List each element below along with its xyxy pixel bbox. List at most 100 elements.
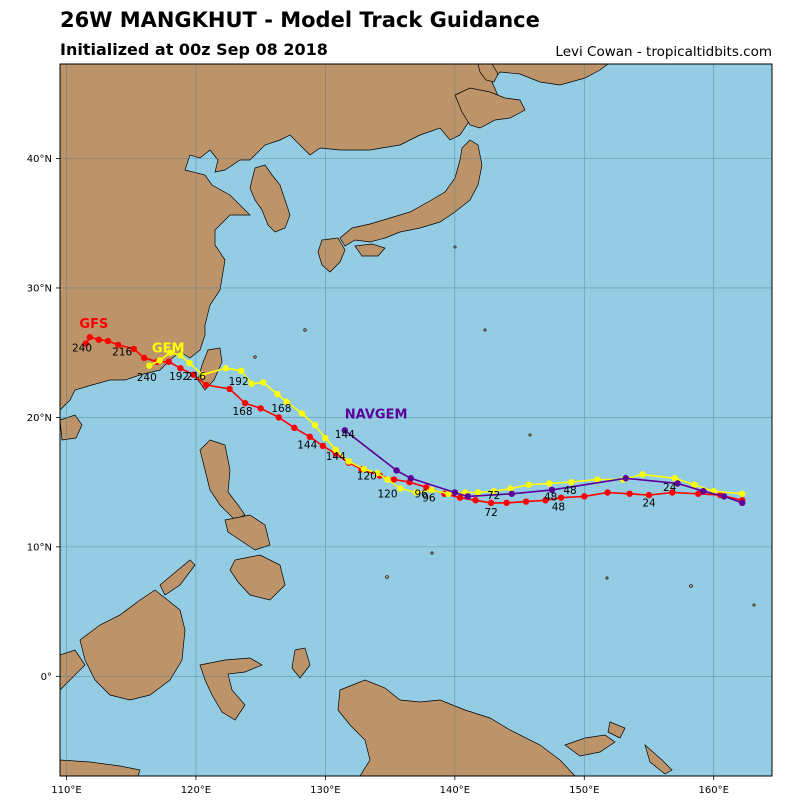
x-tick-label: 130°E — [310, 785, 340, 796]
japan-kyushu — [317, 237, 346, 273]
new-ireland — [607, 721, 626, 739]
palawan — [159, 559, 196, 596]
gem-track-point — [298, 410, 306, 417]
gem-track-point — [671, 475, 679, 482]
gem-track-point — [739, 490, 746, 497]
gfs-track-point — [626, 490, 633, 497]
gfs-track-point — [604, 489, 611, 496]
gem-track-point — [594, 476, 601, 483]
island-dot — [605, 576, 609, 580]
gfs-track-point — [104, 337, 112, 345]
gem-track-point — [156, 357, 163, 364]
gem-track-point — [546, 480, 553, 487]
forecast-hour-label: 24 — [663, 482, 677, 494]
x-tick-label: 150°E — [569, 785, 599, 796]
navgem-track-point — [508, 490, 515, 497]
gem-track-point — [373, 469, 381, 477]
gem-track-point — [248, 380, 255, 387]
gfs-track-point — [190, 371, 197, 378]
navgem-track-point — [464, 493, 471, 500]
gem-track-point — [199, 371, 206, 378]
landmasses — [60, 64, 756, 776]
island-dot — [752, 603, 756, 607]
gem-track-point — [260, 379, 267, 386]
x-tick-label: 110°E — [51, 785, 81, 796]
page-title: 26W MANGKHUT - Model Track Guidance — [60, 8, 540, 32]
gfs-track-label: GFS — [79, 317, 108, 332]
gfs-track-point — [522, 498, 530, 505]
forecast-hour-label: 96 — [414, 489, 428, 501]
gfs-track-point — [86, 333, 93, 341]
gfs-track-point — [306, 433, 314, 441]
gem-track-point — [177, 352, 184, 359]
gem-track-point — [332, 446, 339, 453]
gem-track-point — [412, 489, 420, 496]
gfs-track-point — [241, 399, 249, 407]
gfs-track-point — [456, 494, 464, 501]
island-dot — [430, 551, 434, 555]
gem-track-point — [146, 362, 153, 369]
island-dot — [303, 328, 307, 332]
borneo — [79, 589, 186, 701]
island-dot — [385, 575, 389, 579]
forecast-hour-label: 48 — [552, 502, 565, 514]
forecast-hour-label: 144 — [335, 429, 355, 441]
gem-track-point — [274, 390, 281, 398]
gfs-track-point — [645, 491, 653, 499]
gfs-track-point — [130, 345, 137, 352]
x-tick-label: 140°E — [440, 785, 470, 796]
axis-ticks: 110°E 120°E 130°E 140°E 150°E 160°E 0° 10°N 20°N… — [27, 154, 729, 796]
gem-track-label: GEM — [152, 342, 185, 357]
credit-text: Levi Cowan - tropicaltidbits.com — [555, 44, 772, 60]
y-tick-label: 20°N — [27, 413, 52, 424]
island-dot — [483, 328, 487, 332]
gem-track-point — [474, 489, 482, 496]
y-tick-label: 10°N — [27, 542, 52, 553]
gfs-track-point — [226, 385, 233, 393]
navgem-track-point — [720, 493, 728, 500]
gem-track-point — [222, 365, 229, 372]
graticule — [60, 64, 772, 776]
gfs-track-point — [581, 493, 588, 500]
forecast-hour-label: 72 — [484, 507, 497, 519]
forecast-hour-label: 72 — [487, 490, 500, 502]
gem-track-point — [568, 478, 575, 486]
forecast-hour-label: 168 — [271, 403, 291, 415]
gem-track-point — [322, 434, 329, 442]
navgem-track-point — [341, 427, 348, 434]
forecast-hour-label: 216 — [112, 346, 132, 358]
gfs-track-point — [82, 340, 90, 347]
gfs-track-point — [165, 358, 172, 365]
gem-track-point — [361, 465, 368, 473]
halmahera — [291, 647, 311, 679]
navgem-track-label: NAVGEM — [345, 408, 408, 423]
forecast-hour-label: 24 — [642, 498, 656, 510]
model-tracks — [82, 333, 746, 507]
navgem-track-point — [739, 499, 746, 507]
forecast-hour-label: 240 — [137, 372, 157, 384]
mindanao — [229, 554, 286, 601]
gem-track-point — [186, 359, 193, 367]
island-dot — [528, 433, 532, 437]
gem-track-point — [384, 476, 391, 483]
forecast-hour-label: 144 — [326, 451, 346, 463]
forecast-hour-label: 168 — [233, 406, 253, 418]
navgem-track-point — [393, 467, 400, 474]
gfs-track-point — [177, 365, 184, 372]
gem-track-point — [283, 398, 290, 406]
gem-track-point — [490, 488, 497, 495]
navgem-track-point — [451, 489, 459, 496]
gem-track-point — [507, 485, 514, 492]
gem-track-point — [397, 485, 404, 492]
gfs-track-point — [319, 442, 326, 450]
navgem-track-point — [674, 480, 681, 487]
forecast-hour-label: 120 — [377, 489, 397, 501]
x-tick-label: 120°E — [181, 785, 211, 796]
y-tick-label: 0° — [41, 672, 52, 683]
java — [60, 759, 141, 776]
navgem-track-point — [407, 475, 415, 482]
gfs-track-point — [140, 354, 148, 362]
gem-track-point — [311, 421, 319, 429]
gem-track-point — [639, 471, 646, 478]
gfs-track-point — [503, 499, 510, 507]
